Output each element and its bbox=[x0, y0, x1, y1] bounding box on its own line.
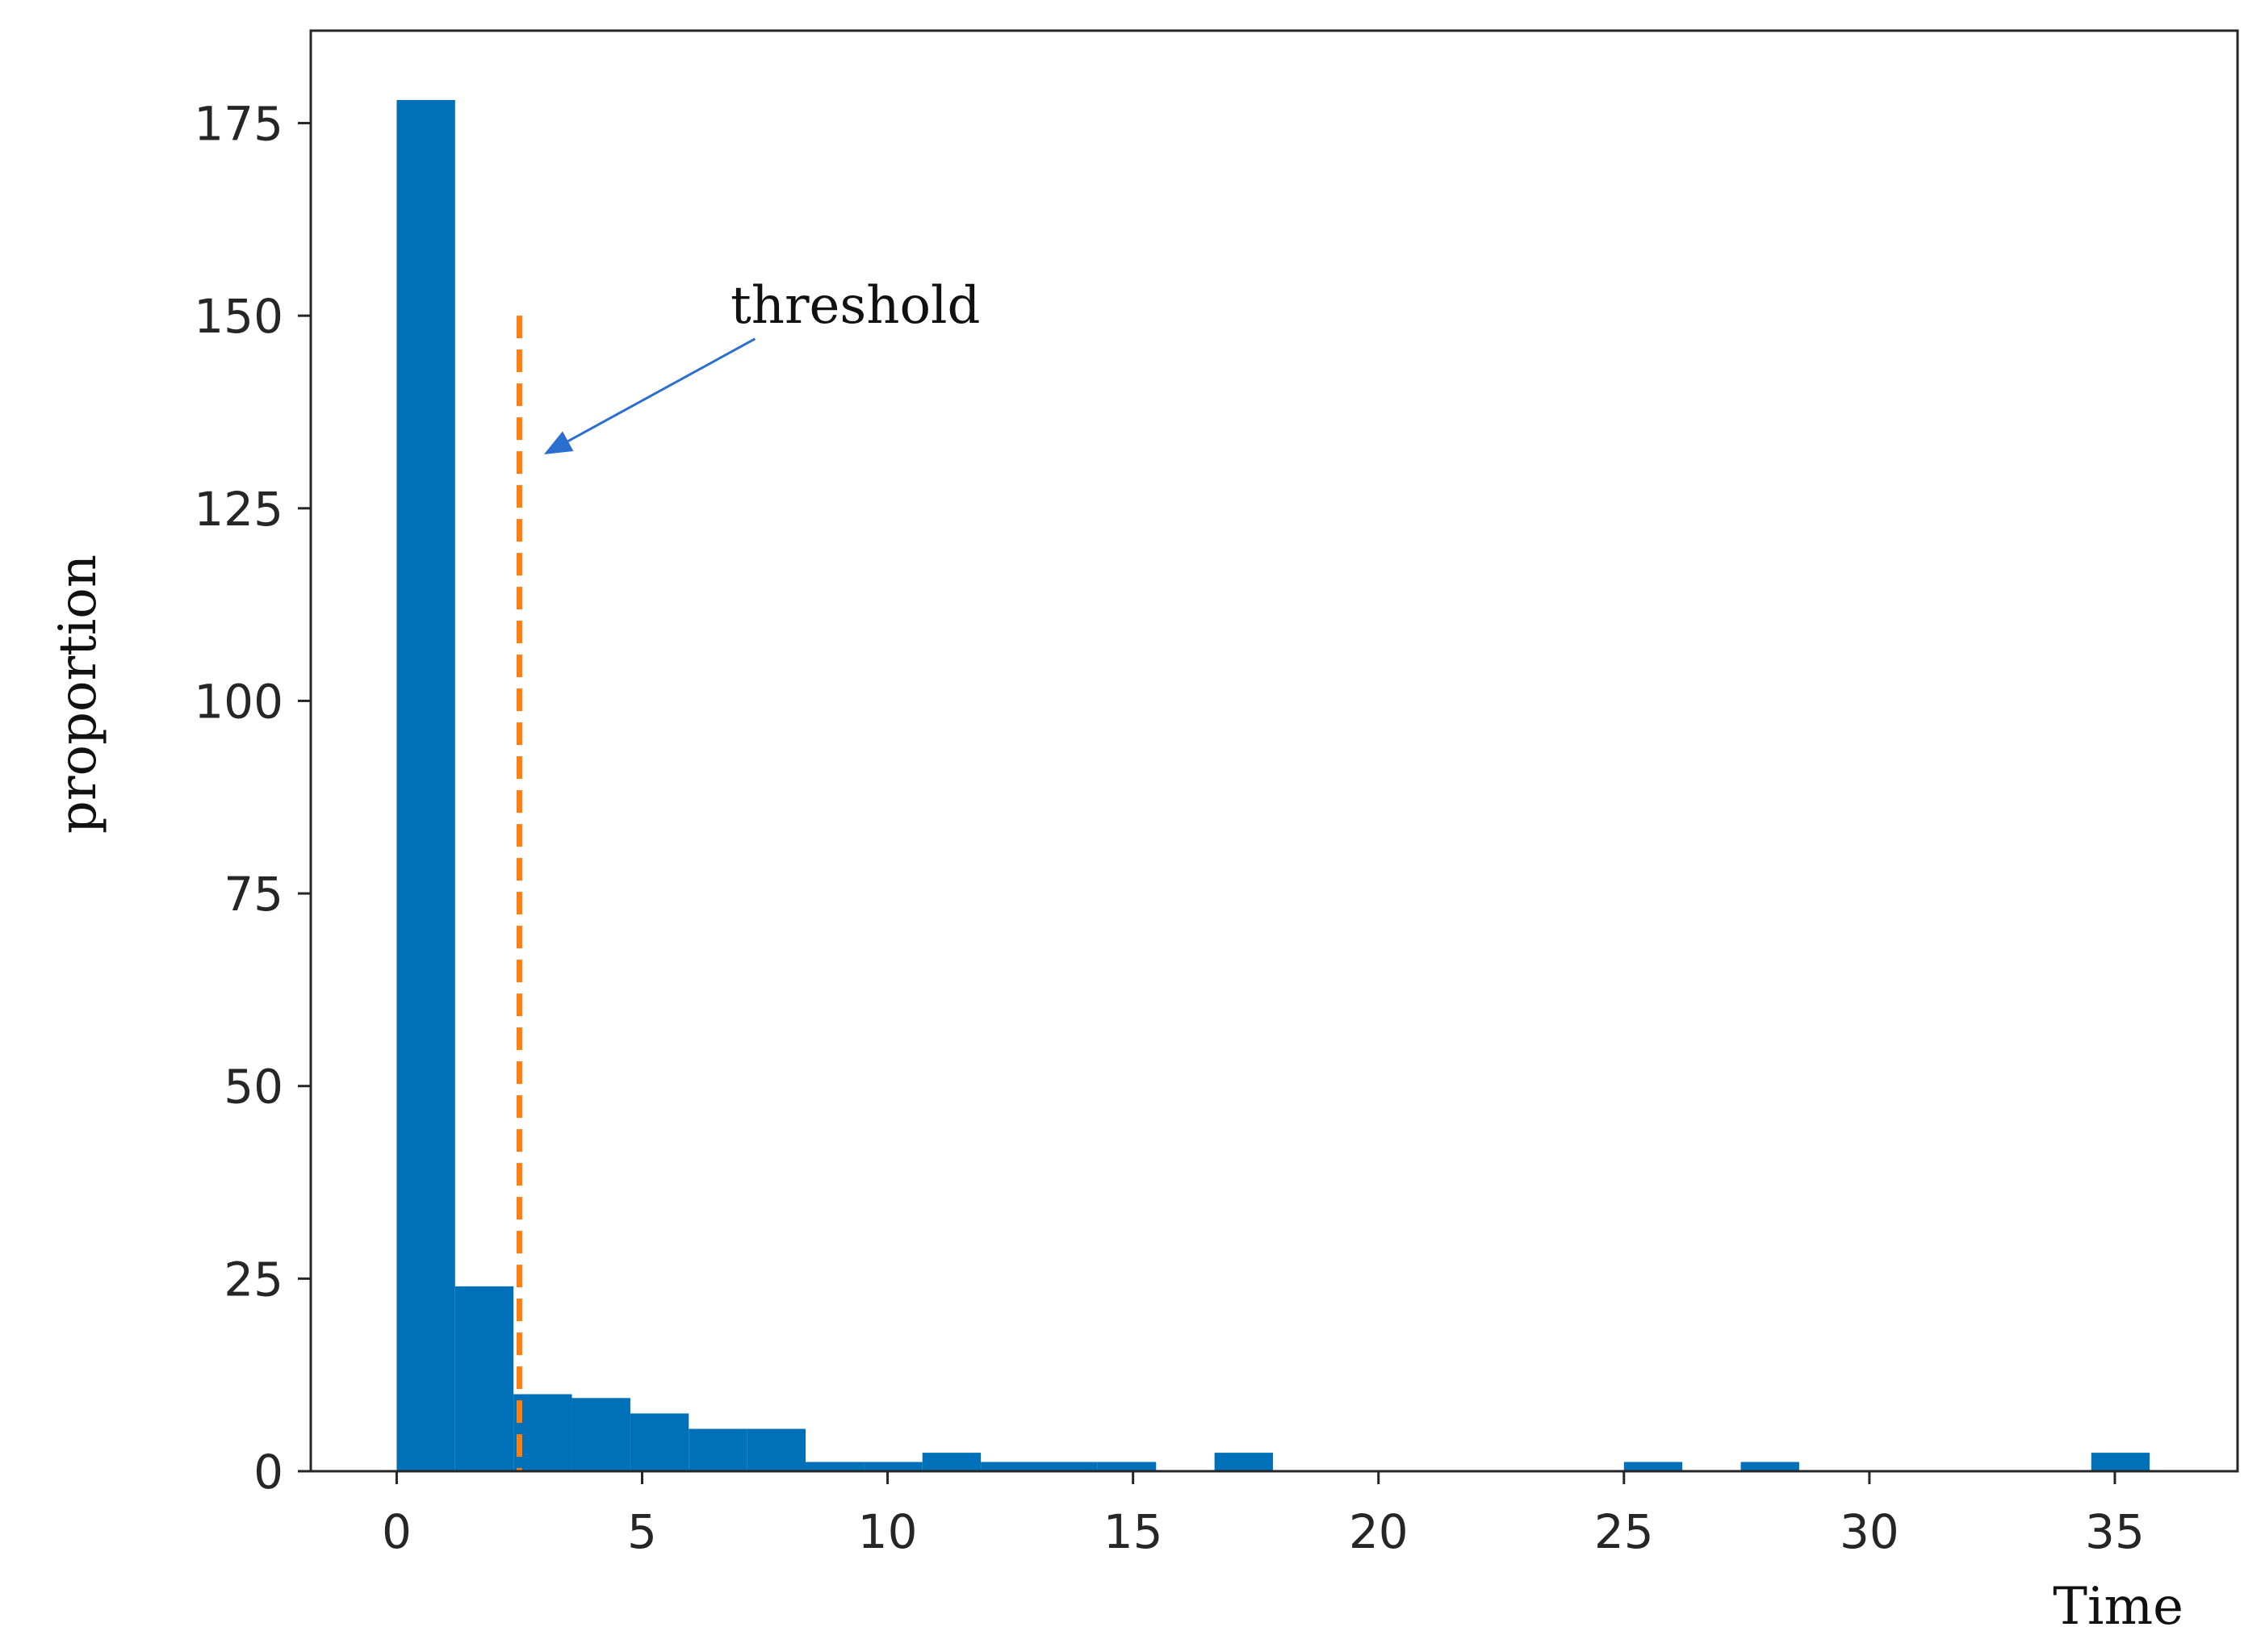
y-tick-label: 125 bbox=[194, 482, 283, 537]
annotation-label: threshold bbox=[731, 276, 980, 336]
plot-frame bbox=[309, 29, 2239, 1473]
histogram-bar-13 bbox=[1214, 1453, 1273, 1471]
y-tick-label: 175 bbox=[194, 97, 283, 152]
histogram-bar-10 bbox=[981, 1462, 1040, 1471]
annotation-arrow-shaft bbox=[567, 337, 756, 442]
histogram-bar-9 bbox=[922, 1453, 982, 1471]
x-axis-title: Time bbox=[2053, 1577, 2183, 1637]
y-tick-label: 100 bbox=[194, 674, 283, 729]
x-tick-label: 15 bbox=[1103, 1504, 1163, 1559]
x-tick-label: 10 bbox=[858, 1504, 918, 1559]
histogram-bar-1 bbox=[454, 1286, 514, 1471]
y-axis-ticks: 0 25 50 75 100 125 150 175 bbox=[194, 97, 311, 1499]
histogram-bar-14 bbox=[1623, 1462, 1683, 1471]
histogram-bar-0 bbox=[396, 99, 455, 1472]
histogram-bar-15 bbox=[1740, 1462, 1799, 1471]
x-tick-label: 5 bbox=[627, 1504, 657, 1559]
x-tick-label: 0 bbox=[382, 1504, 412, 1559]
y-axis-title: proportion bbox=[48, 554, 108, 834]
y-tick-label: 50 bbox=[224, 1060, 283, 1115]
histogram-bar-3 bbox=[571, 1398, 630, 1471]
annotation-layer: threshold bbox=[543, 276, 980, 454]
histogram-bar-16 bbox=[2091, 1453, 2150, 1471]
x-tick-label: 25 bbox=[1594, 1504, 1654, 1559]
y-tick-label: 150 bbox=[194, 289, 283, 344]
axes-layer bbox=[309, 29, 2239, 1473]
x-tick-label: 35 bbox=[2085, 1504, 2145, 1559]
bars-layer bbox=[396, 99, 2150, 1472]
annotation-arrow-head bbox=[543, 431, 574, 454]
y-tick-label: 25 bbox=[224, 1252, 283, 1307]
histogram-bar-7 bbox=[806, 1462, 865, 1471]
x-tick-label: 20 bbox=[1349, 1504, 1409, 1559]
histogram-bar-2 bbox=[513, 1394, 572, 1471]
x-tick-label: 30 bbox=[1840, 1504, 1899, 1559]
y-tick-label: 0 bbox=[253, 1445, 283, 1499]
histogram-bar-8 bbox=[864, 1462, 923, 1471]
histogram-bar-11 bbox=[1039, 1462, 1098, 1471]
histogram-bar-12 bbox=[1097, 1462, 1157, 1471]
histogram-bar-4 bbox=[630, 1413, 689, 1471]
y-tick-label: 75 bbox=[224, 867, 283, 922]
histogram-bar-5 bbox=[689, 1428, 747, 1471]
x-axis-ticks: 0 5 10 15 20 25 30 35 bbox=[382, 1471, 2145, 1559]
histogram-bar-6 bbox=[747, 1428, 806, 1471]
